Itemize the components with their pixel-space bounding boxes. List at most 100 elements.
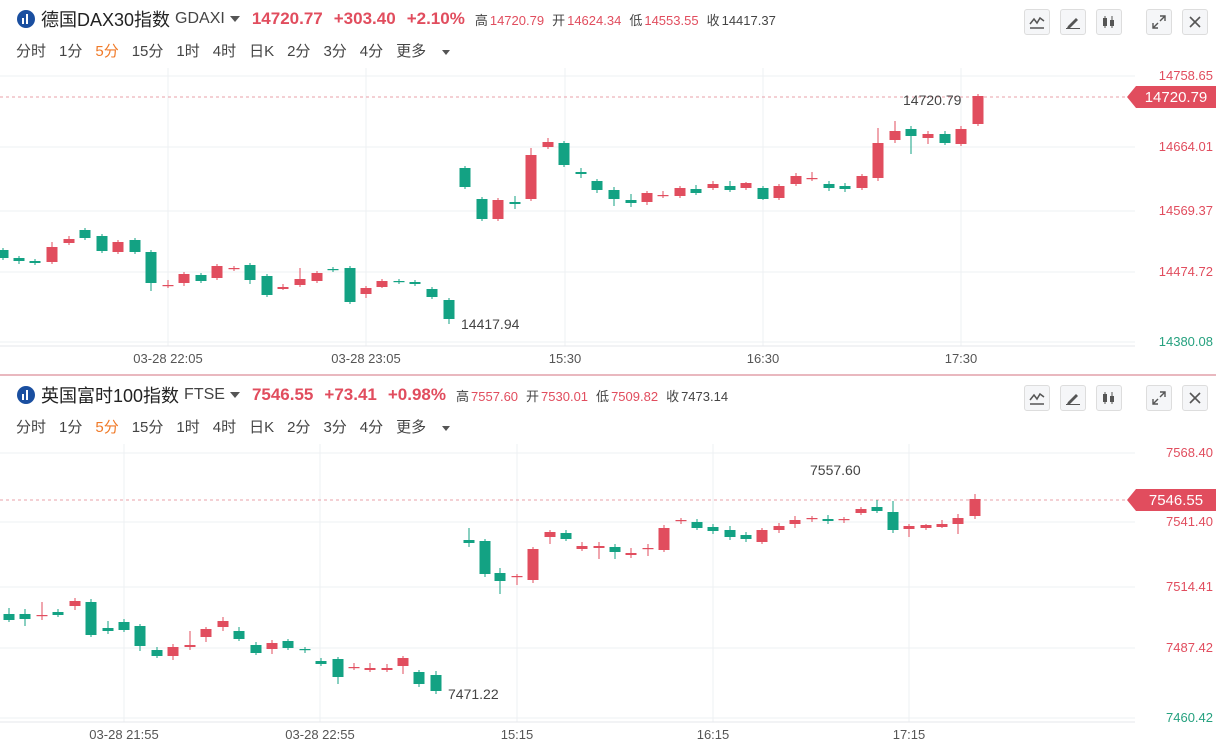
candle-body <box>79 230 91 238</box>
candle-body <box>233 631 245 639</box>
chevron-down-icon[interactable] <box>229 16 240 22</box>
candle-body <box>145 252 157 283</box>
candle-body <box>740 183 752 188</box>
candle-body <box>740 535 752 539</box>
index-code[interactable]: FTSE <box>184 386 225 403</box>
tab-period[interactable]: 2分 <box>287 419 311 436</box>
x-tick-label: 03-28 23:05 <box>331 351 400 366</box>
index-name[interactable]: 英国富时100指数 <box>41 386 180 406</box>
candle-body <box>332 659 344 677</box>
expand-icon[interactable] <box>1146 385 1172 411</box>
candle-body <box>674 188 686 196</box>
candle-body <box>856 176 868 188</box>
candle-body <box>261 276 273 295</box>
candlestick-icon[interactable] <box>1096 9 1122 35</box>
tab-period[interactable]: 3分 <box>323 43 347 60</box>
candle-body <box>426 289 438 297</box>
close-icon[interactable] <box>1182 385 1208 411</box>
candle-body <box>315 661 327 664</box>
toolbar <box>1014 9 1208 35</box>
candle-body <box>822 519 834 521</box>
candle-body <box>294 279 306 285</box>
tab-period[interactable]: 15分 <box>131 43 164 60</box>
candle-body <box>542 142 554 147</box>
x-tick-label: 03-28 22:05 <box>133 351 202 366</box>
tab-period[interactable]: 4时 <box>212 43 237 60</box>
tab-period[interactable]: 日K <box>249 419 275 436</box>
x-tick-label: 15:15 <box>501 727 534 742</box>
y-tick-label: 14569.37 <box>1159 203 1213 218</box>
tab-period[interactable]: 4分 <box>359 419 384 436</box>
tab-period[interactable]: 4时 <box>212 419 237 436</box>
tab-period[interactable]: 4分 <box>359 43 384 60</box>
candle-body <box>972 96 984 124</box>
more-periods-dropdown[interactable]: 更多 <box>396 40 463 61</box>
candle-body <box>494 573 506 581</box>
more-periods-dropdown[interactable]: 更多 <box>396 416 463 437</box>
candlestick-icon[interactable] <box>1096 385 1122 411</box>
candle-body <box>969 499 981 516</box>
candle-body <box>327 269 339 271</box>
pencil-icon[interactable] <box>1060 9 1086 35</box>
close-icon[interactable] <box>1182 9 1208 35</box>
candle-body <box>244 265 256 280</box>
y-tick-label: 7460.42 <box>1166 710 1213 725</box>
candle-body <box>348 667 360 669</box>
candle-body <box>920 525 932 528</box>
index-name[interactable]: 德国DAX30指数 <box>41 10 171 30</box>
y-tick-label: 7487.42 <box>1166 640 1213 655</box>
x-tick-label: 17:15 <box>893 727 926 742</box>
high-annotation: 7557.60 <box>810 462 861 478</box>
line-chart-icon[interactable] <box>1024 9 1050 35</box>
tab-period-active[interactable]: 5分 <box>95 419 119 436</box>
candle-body <box>525 155 537 199</box>
candlestick-chart[interactable]: 7568.40 7541.40 7514.41 7487.42 7460.42 03-28… <box>0 444 1216 748</box>
candle-body <box>591 181 603 190</box>
tab-period[interactable]: 1时 <box>176 419 200 436</box>
tab-period[interactable]: 15分 <box>131 419 164 436</box>
candle-body <box>690 189 702 193</box>
chart-canvas[interactable]: 7568.40 7541.40 7514.41 7487.42 7460.42 03-28… <box>0 444 1216 748</box>
last-price: 14720.77 <box>251 9 323 28</box>
tab-period-active[interactable]: 5分 <box>95 43 119 60</box>
candle-body <box>178 274 190 283</box>
candle-body <box>96 236 108 251</box>
candle-body <box>311 273 323 281</box>
tab-period[interactable]: 日K <box>249 43 275 60</box>
tab-period[interactable]: 1时 <box>176 43 200 60</box>
stat-value: 7530.01 <box>541 388 589 404</box>
candlestick-chart[interactable]: 14758.65 14664.01 14569.37 14474.72 14380.08… <box>0 68 1216 374</box>
candle-body <box>151 650 163 656</box>
candle-body <box>657 195 669 197</box>
chevron-down-icon[interactable] <box>229 392 240 398</box>
expand-icon[interactable] <box>1146 9 1172 35</box>
tab-period[interactable]: 1分 <box>59 419 83 436</box>
tab-period[interactable]: 分时 <box>16 419 47 436</box>
tab-period[interactable]: 3分 <box>323 419 347 436</box>
tab-period[interactable]: 1分 <box>59 43 83 60</box>
stat-low: 低 14553.55 <box>629 10 698 29</box>
candle-body <box>250 645 262 653</box>
candle-body <box>228 268 240 270</box>
stat-label: 收 <box>706 12 720 28</box>
panel-divider <box>0 374 1216 376</box>
candle-body <box>823 184 835 188</box>
pencil-icon[interactable] <box>1060 385 1086 411</box>
stat-open: 开 7530.01 <box>526 386 588 405</box>
tab-period[interactable]: 分时 <box>16 43 47 60</box>
candle-body <box>19 614 31 619</box>
index-code[interactable]: GDAXI <box>175 10 225 27</box>
candle-body <box>905 129 917 136</box>
toolbar <box>1014 385 1208 411</box>
candle-body <box>102 628 114 631</box>
candle-body <box>36 615 48 617</box>
stat-label: 低 <box>596 388 610 404</box>
stat-label: 高 <box>474 12 488 28</box>
tab-period[interactable]: 2分 <box>287 43 311 60</box>
candle-body <box>200 629 212 637</box>
candle-body <box>544 532 556 537</box>
x-tick-label: 17:30 <box>945 351 978 366</box>
chart-canvas[interactable]: 14758.65 14664.01 14569.37 14474.72 14380.08… <box>0 68 1216 374</box>
stat-high: 高 7557.60 <box>456 386 518 405</box>
line-chart-icon[interactable] <box>1024 385 1050 411</box>
